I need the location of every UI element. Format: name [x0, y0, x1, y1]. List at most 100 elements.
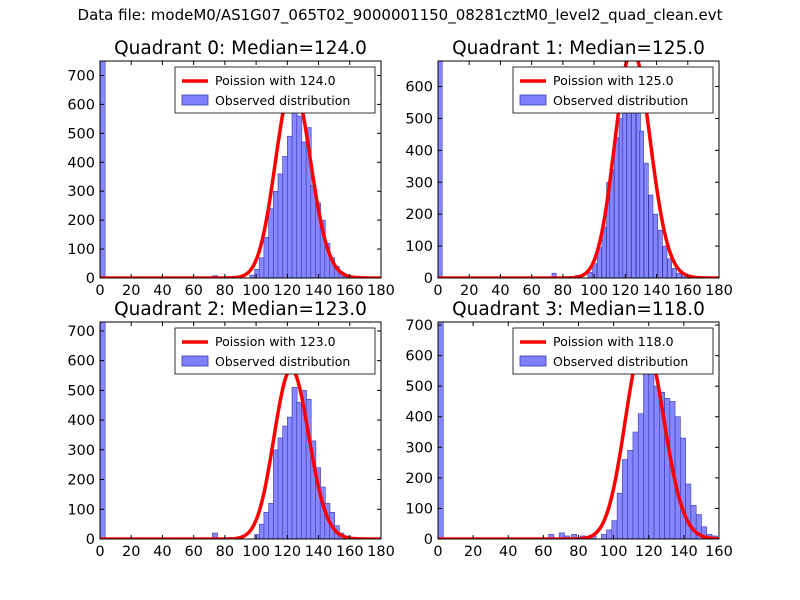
q1-x-tick-label: 160: [674, 283, 702, 299]
q3-y-tick-label: 500: [405, 379, 433, 395]
q0-y-tick-label: 200: [67, 213, 95, 229]
q0-histogram-bar: [277, 173, 284, 278]
q1-y-tick-label: 0: [424, 271, 433, 287]
q3-histogram-bar: [601, 534, 607, 539]
q3-histogram-bar: [680, 437, 686, 539]
q2-y-tick-label: 700: [67, 324, 95, 340]
q2-y-tick-label: 400: [67, 413, 95, 429]
q3-histogram-bar: [701, 526, 708, 539]
q1-x-tick-label: 120: [611, 283, 639, 299]
q2-x-tick-label: 140: [305, 544, 333, 560]
q1-y-tick-label: 500: [405, 111, 433, 127]
q0-x-tick-label: 120: [273, 283, 301, 299]
q0-y-tick-label: 300: [67, 184, 95, 200]
q1-y-tick-label: 200: [405, 207, 433, 223]
q3-x-tick-label: 80: [569, 544, 587, 560]
q0-histogram-bar: [268, 208, 275, 278]
q0-x-tick-label: 60: [184, 283, 202, 299]
q1-x-tick-label: 180: [705, 283, 733, 299]
q2-histogram-bar: [272, 449, 279, 539]
q2-histogram-bar: [258, 523, 265, 539]
q1-histogram-bar: [587, 271, 593, 278]
q3-y-tick-label: 200: [405, 471, 433, 487]
q3-histogram-bar: [637, 413, 644, 539]
q0-y-tick-label: 0: [86, 271, 95, 287]
q1-x-tick-label: 60: [522, 283, 540, 299]
q1-title: Quadrant 1: Median=125.0: [452, 38, 705, 59]
q1-y-tick-label: 600: [405, 80, 433, 96]
q2-y-tick-label: 600: [67, 354, 95, 370]
q1-x-tick-label: 140: [643, 283, 671, 299]
q2-y-tick-label: 100: [67, 502, 95, 518]
q3-x-tick-label: 20: [464, 544, 482, 560]
q2-histogram-bar: [296, 401, 303, 539]
q1-poisson-curve: [438, 61, 719, 278]
q3-histogram-bar: [622, 459, 628, 539]
q2-axes-frame: [99, 321, 382, 540]
q2-histogram-bar: [282, 425, 289, 539]
q0-legend-curve-label: Poission with 124.0: [215, 73, 336, 88]
q3-histogram-bar: [438, 322, 444, 539]
q1-histogram-bar: [438, 61, 443, 278]
q0-y-tick-label: 100: [67, 242, 95, 258]
q1-y-tick-label: 400: [405, 143, 433, 159]
q3-x-tick-label: 0: [433, 544, 442, 560]
q3-histogram-bar: [616, 492, 623, 539]
q2-x-tick-label: 180: [367, 544, 395, 560]
q0-histogram-bar: [258, 257, 265, 278]
q3-y-tick-label: 300: [405, 440, 433, 456]
q3-y-tick-label: 0: [424, 532, 433, 548]
q1-legend-bar-swatch: [519, 94, 547, 106]
q0-histogram-bar: [254, 269, 261, 278]
q2-histogram-bar: [254, 534, 261, 539]
q1-histogram-bar: [592, 263, 598, 278]
q0-poisson-curve: [100, 81, 381, 278]
q2-x-tick-label: 80: [216, 544, 234, 560]
q0-y-tick-label: 400: [67, 155, 95, 171]
q1-histogram-bar: [639, 130, 644, 278]
q3-histogram-bar: [627, 450, 634, 539]
q2-x-tick-label: 20: [122, 544, 140, 560]
q2-y-tick-label: 0: [86, 532, 95, 548]
q0-x-tick-label: 0: [95, 283, 104, 299]
q1-legend-curve-label: Poission with 125.0: [553, 73, 674, 88]
q1-histogram-bar: [667, 258, 672, 278]
q3-title: Quadrant 3: Median=118.0: [452, 299, 705, 320]
q3-histogram-bar: [643, 361, 650, 539]
q0-histogram-bar: [291, 104, 298, 278]
q0-x-tick-label: 160: [336, 283, 364, 299]
q1-x-tick-label: 20: [460, 283, 478, 299]
q2-y-tick-label: 300: [67, 443, 95, 459]
q2-legend-bar-swatch: [181, 355, 209, 367]
q1-histogram-bar: [643, 162, 649, 278]
q3-x-tick-label: 140: [670, 544, 698, 560]
q2-histogram-bar: [212, 532, 218, 539]
q2-histogram-bar: [263, 511, 270, 539]
q3-legend-bar-swatch: [519, 355, 547, 367]
q0-histogram-bar: [301, 141, 307, 278]
q3-histogram-bar: [606, 529, 613, 539]
q3-histogram-bar: [648, 367, 655, 539]
q2-histogram-bar: [277, 437, 284, 539]
q2-histogram-bar: [100, 322, 106, 539]
q0-x-tick-label: 100: [242, 283, 270, 299]
q3-x-tick-label: 40: [499, 544, 517, 560]
q0-x-tick-label: 80: [216, 283, 234, 299]
q3-legend-bar-label: Observed distribution: [553, 354, 688, 369]
q2-histogram-bar: [291, 387, 298, 539]
q0-histogram-bar: [287, 135, 293, 278]
q2-x-tick-label: 120: [273, 544, 301, 560]
q0-x-tick-label: 20: [122, 283, 140, 299]
q0-legend-bar-label: Observed distribution: [215, 93, 350, 108]
q0-x-tick-label: 140: [305, 283, 333, 299]
q0-legend-bar-swatch: [181, 94, 209, 106]
q0-axes-frame: [99, 60, 382, 279]
q3-legend-curve-label: Poission with 118.0: [553, 334, 674, 349]
q1-histogram-bar: [631, 111, 637, 278]
q1-x-tick-label: 80: [554, 283, 572, 299]
q1-histogram-bar: [662, 245, 668, 278]
q1-x-tick-label: 100: [580, 283, 608, 299]
q2-legend-curve-label: Poission with 123.0: [215, 334, 336, 349]
q3-x-tick-label: 60: [534, 544, 552, 560]
